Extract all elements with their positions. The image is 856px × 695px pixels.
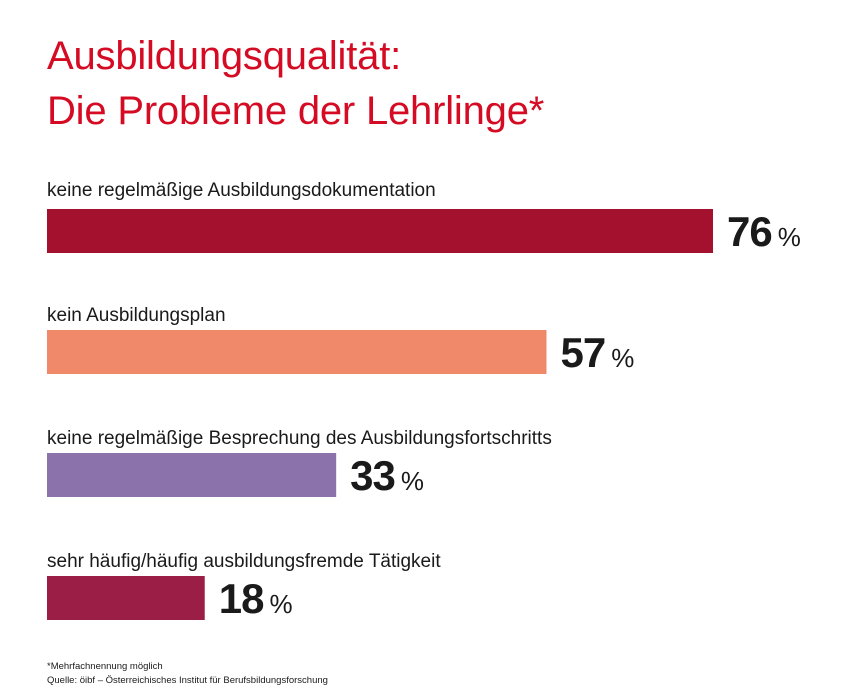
value-unit: % bbox=[611, 343, 634, 373]
value-unit: % bbox=[401, 466, 424, 496]
value-unit: % bbox=[778, 222, 801, 252]
value-label: 76% bbox=[727, 208, 801, 255]
value-label: 57% bbox=[561, 329, 635, 376]
category-label: kein Ausbildungsplan bbox=[47, 305, 226, 326]
category-label: keine regelmäßige Ausbildungsdokumentati… bbox=[47, 180, 436, 201]
bar bbox=[47, 209, 713, 253]
value-number: 76 bbox=[727, 208, 772, 255]
category-label: keine regelmäßige Besprechung des Ausbil… bbox=[47, 428, 552, 449]
value-unit: % bbox=[269, 589, 292, 619]
category-label: sehr häufig/häufig ausbildungsfremde Tät… bbox=[47, 551, 441, 572]
value-label: 33% bbox=[350, 452, 424, 499]
bar bbox=[47, 330, 547, 374]
value-number: 33 bbox=[350, 452, 395, 499]
bar bbox=[47, 453, 337, 497]
source-note: Quelle: öibf – Österreichisches Institut… bbox=[47, 675, 328, 686]
bar bbox=[47, 576, 205, 620]
value-number: 57 bbox=[561, 329, 606, 376]
value-number: 18 bbox=[219, 575, 264, 622]
footnote: *Mehrfachnennung möglich bbox=[47, 661, 163, 672]
value-label: 18% bbox=[219, 575, 293, 622]
chart-title-line2: Die Probleme der Lehrlinge* bbox=[47, 89, 545, 133]
chart-title-line1: Ausbildungsqualität: bbox=[47, 34, 402, 78]
